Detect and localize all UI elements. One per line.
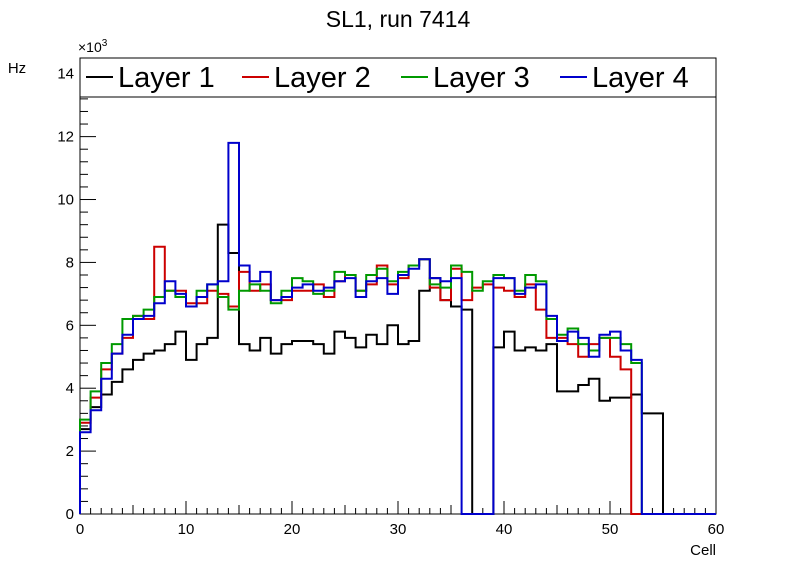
y-axis-label: Hz [8, 60, 26, 77]
x-tick-label: 50 [602, 521, 619, 538]
y-exponent-label: ×103 [78, 38, 108, 55]
x-tick-label: 30 [390, 521, 407, 538]
series-line-layer-3 [79, 258, 716, 515]
legend-items: Layer 1 Layer 2 Layer 3 Layer 4 [86, 62, 689, 94]
legend-label: Layer 4 [592, 62, 689, 94]
series-layer [79, 141, 716, 515]
y-tick-label: 8 [66, 254, 74, 271]
x-axis-label: Cell [690, 542, 716, 559]
legend: Layer 1 Layer 2 Layer 3 Layer 4 [79, 57, 717, 98]
series-line-layer-4 [79, 141, 716, 515]
legend-label: Layer 1 [118, 62, 215, 94]
y-tick-label: 10 [57, 192, 74, 209]
y-tick-label: 12 [57, 129, 74, 146]
y-exponent-base: ×10 [78, 39, 102, 55]
y-exponent-power: 3 [102, 38, 108, 49]
x-tick-label: 40 [496, 521, 513, 538]
axis-ticks: 0 10 20 30 40 50 60 0 2 4 6 8 10 12 14 [57, 60, 725, 538]
y-tick-label: 2 [66, 443, 74, 460]
y-tick-label: 6 [66, 317, 74, 334]
x-tick-label: 10 [178, 521, 195, 538]
legend-label: Layer 3 [433, 62, 530, 94]
chart-title: SL1, run 7414 [326, 6, 471, 32]
x-tick-label: 0 [76, 521, 84, 538]
legend-box [79, 57, 717, 98]
y-tick-label: 0 [66, 506, 74, 523]
x-tick-label: 20 [284, 521, 301, 538]
x-tick-label: 60 [708, 521, 725, 538]
y-tick-label: 4 [66, 380, 74, 397]
legend-label: Layer 2 [274, 62, 371, 94]
series-line-layer-1 [79, 223, 716, 515]
y-tick-label: 14 [57, 66, 74, 83]
